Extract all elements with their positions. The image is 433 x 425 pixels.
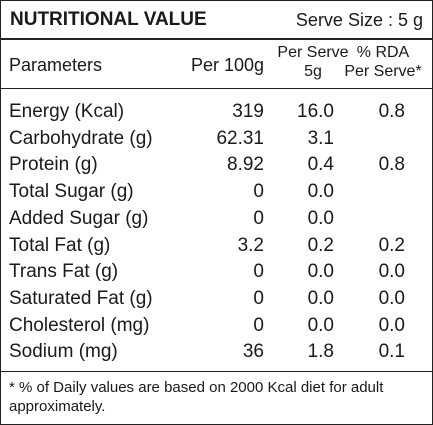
column-header: Per Serve: [277, 44, 349, 61]
cell-value: 0.1: [378, 341, 405, 363]
column-header: % RDA: [356, 44, 410, 61]
cell-value: 0.2: [378, 234, 405, 256]
row-label: Added Sugar (g): [9, 207, 149, 229]
row-label: Protein (g): [9, 154, 98, 176]
cell-value: 36: [242, 341, 264, 363]
cell-value: 0.0: [307, 207, 334, 229]
cell-value: 3.1: [307, 127, 334, 149]
column-header: Per 100g: [190, 55, 264, 75]
cell-value: 8.92: [227, 154, 264, 176]
divider: [1, 88, 432, 89]
cell-value: 0.4: [307, 154, 334, 176]
cell-value: 0.0: [378, 261, 405, 283]
row-label: Total Sugar (g): [9, 181, 134, 203]
column-header: Per Serve*: [344, 63, 422, 80]
cell-value: 16.0: [297, 101, 334, 122]
footnote: approximately.: [9, 398, 106, 415]
cell-value: 0.0: [307, 261, 334, 283]
column-header: 5g: [304, 63, 322, 80]
title: NUTRITIONAL VALUE: [10, 9, 207, 30]
cell-value: 0.0: [307, 287, 334, 309]
cell-value: 62.31: [216, 127, 264, 149]
row-label: Trans Fat (g): [9, 261, 119, 283]
row-label: Energy (Kcal): [9, 101, 125, 122]
cell-value: 0: [253, 207, 264, 229]
cell-value: 0.0: [378, 287, 405, 309]
cell-value: 0: [253, 287, 264, 309]
row-label: Cholesterol (mg): [9, 314, 150, 336]
divider: [1, 38, 432, 40]
footnote: * % of Daily values are based on 2000 Kc…: [9, 379, 384, 396]
cell-value: 0.8: [378, 101, 405, 122]
cell-value: 0.8: [378, 154, 405, 176]
serve-size: Serve Size : 5 g: [295, 10, 423, 30]
cell-value: 0.0: [307, 314, 334, 336]
divider: [1, 371, 432, 372]
row-label: Total Fat (g): [9, 234, 111, 256]
cell-value: 3.2: [237, 234, 264, 256]
row-label: Carbohydrate (g): [9, 127, 153, 149]
cell-value: 319: [232, 101, 264, 122]
column-header: Parameters: [9, 55, 103, 75]
cell-value: 0.0: [378, 314, 405, 336]
cell-value: 0.2: [307, 234, 334, 256]
row-label: Sodium (mg): [9, 341, 118, 363]
cell-value: 0.0: [307, 181, 334, 203]
cell-value: 1.8: [307, 341, 334, 363]
cell-value: 0: [253, 261, 264, 283]
row-label: Saturated Fat (g): [9, 287, 153, 309]
cell-value: 0: [253, 314, 264, 336]
cell-value: 0: [253, 181, 264, 203]
